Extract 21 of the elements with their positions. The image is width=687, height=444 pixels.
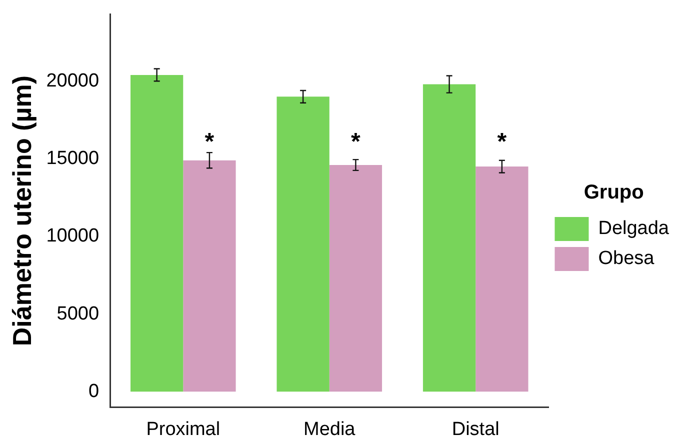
annotation: *	[204, 128, 215, 156]
bar	[183, 160, 236, 392]
y-tick-label: 0	[88, 380, 100, 402]
y-tick-label: 5000	[56, 303, 100, 324]
y-tick-label: 20000	[46, 70, 100, 92]
x-tick-label: Media	[304, 418, 356, 440]
legend-label: Obesa	[598, 248, 655, 270]
bar	[476, 166, 528, 392]
y-tick-label: 10000	[46, 226, 100, 247]
annotation: *	[497, 128, 508, 156]
y-tick-label: 15000	[46, 148, 100, 170]
annotation: *	[351, 128, 362, 156]
legend-title: Grupo	[584, 182, 644, 204]
bar	[130, 74, 184, 392]
bar	[329, 165, 382, 392]
x-tick-label: Distal	[452, 418, 500, 440]
bar	[422, 84, 476, 392]
x-tick-label: Proximal	[146, 418, 220, 440]
legend-label: Delgada	[598, 218, 670, 240]
bar	[276, 96, 330, 392]
y-axis-title: Diámetro uterino (µm)	[6, 75, 37, 346]
